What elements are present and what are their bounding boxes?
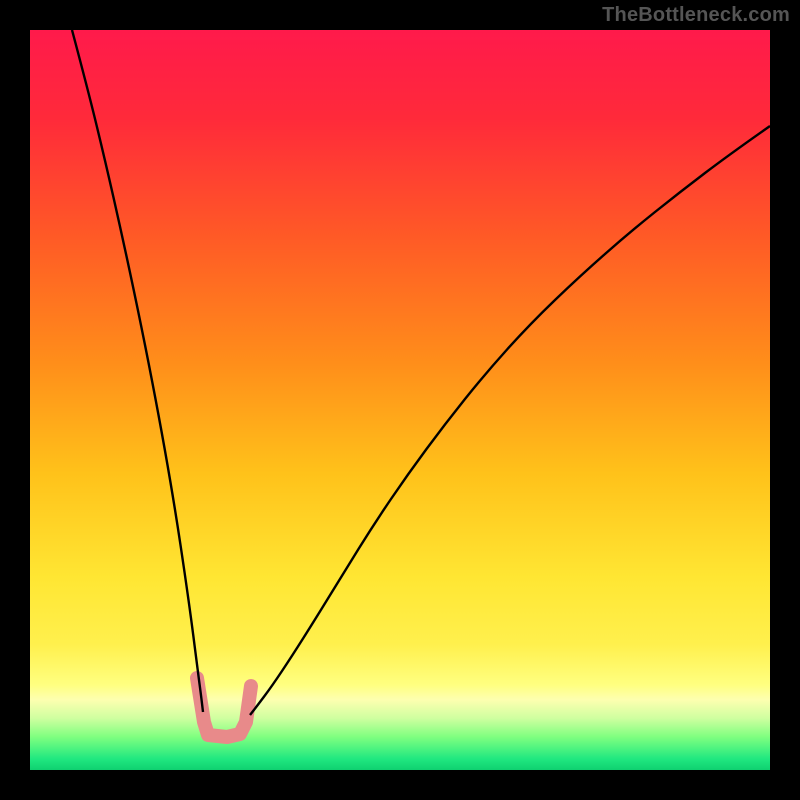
- curve-left-branch: [72, 30, 203, 712]
- minimum-marker: [197, 678, 251, 737]
- curve-right-branch: [250, 126, 770, 715]
- chart-frame: TheBottleneck.com: [0, 0, 800, 800]
- watermark-text: TheBottleneck.com: [602, 4, 790, 27]
- plot-area: [30, 30, 770, 770]
- curve-layer: [30, 30, 770, 770]
